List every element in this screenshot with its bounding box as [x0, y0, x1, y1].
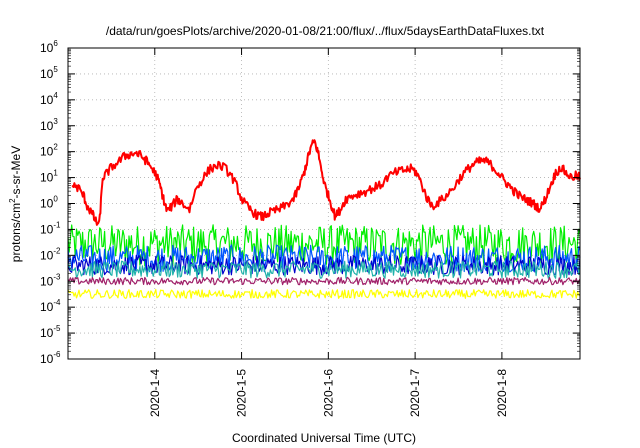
y-tick-label-base: 10: [40, 67, 54, 81]
y-tick-label: 102: [40, 143, 58, 159]
y-tick-label: 100: [40, 195, 58, 211]
flux-series-line: [67, 289, 581, 299]
y-tick-label-exponent: -6: [53, 350, 61, 359]
flux-series-line: [71, 139, 581, 226]
y-tick-label-base: 10: [40, 352, 54, 366]
y-axis-label-post: -s-sr-MeV: [9, 146, 23, 199]
y-tick-label-exponent: -2: [53, 246, 61, 255]
y-tick-label-exponent: 1: [53, 169, 58, 178]
y-tick-label: 10-2: [40, 246, 61, 262]
y-axis-label-sup: 2: [8, 198, 17, 203]
x-tick-label: 2020-1-7: [408, 369, 422, 417]
y-tick-label-base: 10: [40, 171, 54, 185]
flux-series-line: [67, 224, 581, 267]
y-tick-label-base: 10: [40, 145, 54, 159]
y-tick-labels: 10-610-510-410-310-210-11001011021031041…: [40, 39, 61, 366]
y-tick-label: 10-1: [40, 220, 61, 236]
series-group: [67, 139, 581, 299]
y-tick-label-exponent: -1: [53, 220, 61, 229]
y-tick-label-base: 10: [40, 41, 54, 55]
y-tick-label-exponent: 0: [53, 195, 58, 204]
y-tick-label: 10-3: [40, 272, 61, 288]
y-tick-label-exponent: 3: [53, 117, 58, 126]
y-tick-label: 10-5: [40, 324, 61, 340]
y-axis-label-pre: protons/cm: [9, 203, 23, 262]
y-tick-label: 10-6: [40, 350, 61, 366]
y-tick-label: 10-4: [40, 298, 61, 314]
tick-marks: [68, 47, 580, 360]
y-tick-label-base: 10: [40, 248, 54, 262]
y-tick-label-exponent: 4: [53, 91, 58, 100]
y-tick-label-base: 10: [40, 222, 54, 236]
y-tick-label-base: 10: [40, 93, 54, 107]
y-tick-label-exponent: 6: [53, 39, 58, 48]
y-tick-label-exponent: -4: [53, 298, 61, 307]
x-tick-label: 2020-1-5: [235, 369, 249, 417]
flux-series-line: [67, 276, 581, 286]
flux-series-line: [67, 260, 581, 279]
y-tick-label-base: 10: [40, 326, 54, 340]
y-tick-label-exponent: 2: [53, 143, 58, 152]
grid-lines: [68, 47, 580, 360]
x-tick-label: 2020-1-4: [148, 369, 162, 417]
y-tick-label-exponent: -5: [53, 324, 61, 333]
x-tick-label: 2020-1-6: [321, 369, 335, 417]
x-axis-label: Coordinated Universal Time (UTC): [232, 431, 416, 445]
y-tick-label: 106: [40, 39, 58, 55]
y-tick-label: 103: [40, 117, 58, 133]
y-tick-label: 105: [40, 65, 58, 81]
x-tick-labels: 2020-1-4 2020-1-5 2020-1-6 2020-1-7 2020-1-8: [148, 369, 509, 417]
y-tick-label-base: 10: [40, 197, 54, 211]
y-tick-label: 104: [40, 91, 58, 107]
y-tick-label: 101: [40, 169, 58, 185]
y-tick-label-exponent: 5: [53, 65, 58, 74]
y-tick-label-base: 10: [40, 300, 54, 314]
y-axis-label: protons/cm2-s-sr-MeV: [8, 146, 23, 262]
y-tick-label-base: 10: [40, 274, 54, 288]
y-tick-label-base: 10: [40, 119, 54, 133]
chart-title: /data/run/goesPlots/archive/2020-01-08/2…: [106, 24, 545, 38]
y-tick-label-exponent: -3: [53, 272, 61, 281]
x-tick-label: 2020-1-8: [495, 369, 509, 417]
